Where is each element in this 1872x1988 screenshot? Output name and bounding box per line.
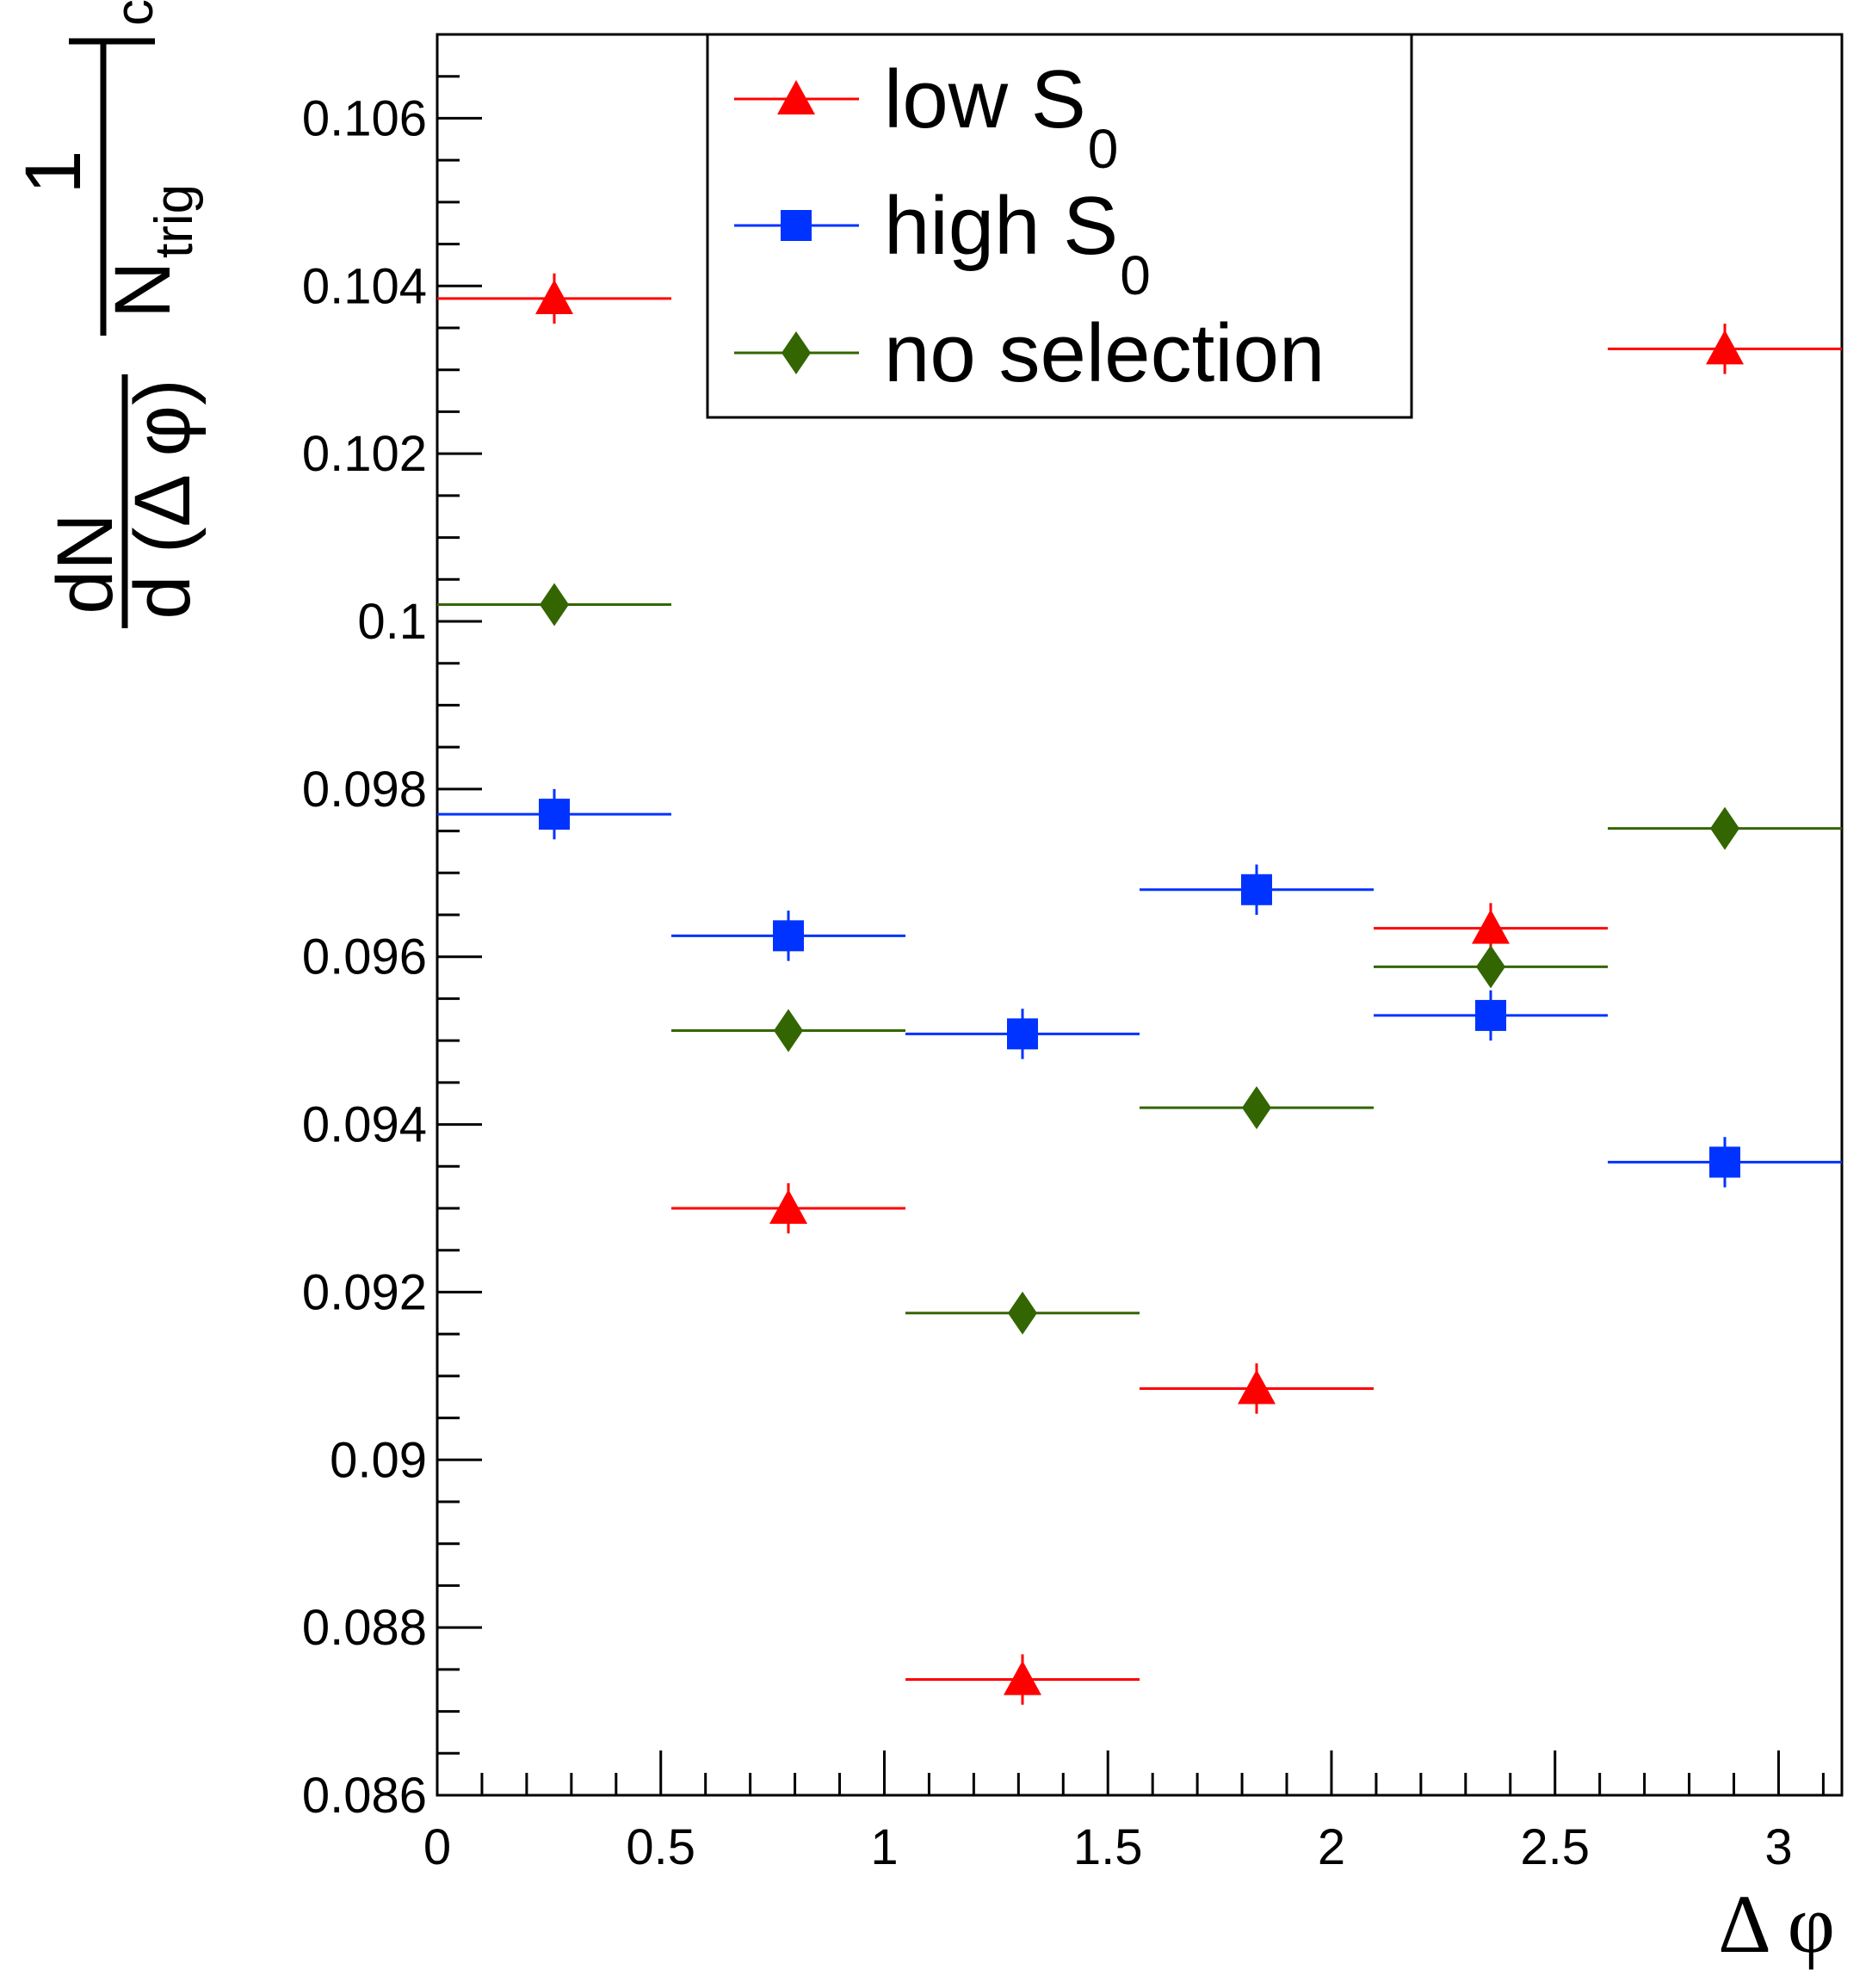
y-tick-label: 0.1 — [357, 594, 427, 650]
data-point — [1238, 1369, 1276, 1405]
data-point — [774, 1009, 804, 1053]
data-point — [1472, 909, 1511, 944]
data-point — [1475, 999, 1507, 1031]
series-diamond — [437, 583, 1842, 1335]
legend-marker — [781, 210, 812, 241]
x-tick-label: 0 — [423, 1819, 451, 1875]
data-point — [1004, 1660, 1042, 1695]
x-tick-label: 1.5 — [1073, 1819, 1143, 1875]
legend-marker — [782, 331, 811, 374]
x-tick-label: 0.5 — [626, 1819, 695, 1875]
legend-entry: low S0 — [734, 53, 1118, 180]
x-axis-title: Δ φ — [1718, 1878, 1835, 1970]
y-tick-labels: 0.086 0.088 0.09 0.092 0.094 0.096 0.098 0.1 0.1… — [302, 90, 427, 1824]
y-tick-label: 0.102 — [302, 426, 427, 482]
data-point — [1706, 330, 1745, 365]
legend-entry: no selection — [734, 307, 1325, 399]
x-tick-label: 2.5 — [1520, 1819, 1590, 1875]
data-point — [1242, 1086, 1272, 1130]
y-title-class-sub: class — [105, 0, 164, 26]
data-point — [1241, 874, 1273, 905]
y-tick-label: 0.094 — [302, 1097, 427, 1153]
legend-label: low S — [884, 53, 1086, 145]
x-tick-labels: 0 0.5 1 1.5 2 2.5 3 — [423, 1819, 1793, 1875]
y-tick-label: 0.104 — [302, 258, 427, 314]
data-point — [1710, 806, 1740, 850]
legend-marker — [777, 80, 815, 115]
legend-entry: high S0 — [734, 180, 1151, 306]
y-tick-label: 0.092 — [302, 1264, 427, 1320]
y-tick-label: 0.09 — [330, 1432, 427, 1488]
series-triangle — [437, 273, 1842, 1705]
axis-ticks — [436, 33, 1825, 1797]
x-tick-label: 1 — [870, 1819, 898, 1875]
y-title-numerator: dN — [41, 513, 129, 614]
data-point — [1008, 1291, 1038, 1335]
data-point — [769, 1189, 808, 1225]
data-point — [773, 920, 805, 952]
data-point — [539, 799, 571, 830]
legend-label: high S — [884, 180, 1118, 272]
data-point — [1709, 1146, 1741, 1178]
x-tick-label: 2 — [1318, 1819, 1345, 1875]
y-tick-label: 0.096 — [302, 929, 427, 985]
series-layer — [437, 273, 1842, 1705]
data-point — [540, 583, 570, 627]
legend-label: no selection — [884, 307, 1325, 399]
y-title-prefactor-den-sub: trig — [145, 184, 204, 258]
y-axis-title: dN d (Δ φ) 1 N trig class — [9, 0, 207, 628]
y-tick-label: 0.098 — [302, 762, 427, 818]
y-title-prefactor-den: N — [99, 262, 187, 318]
data-point — [1476, 945, 1506, 989]
y-tick-label: 0.106 — [302, 90, 427, 146]
x-tick-label: 3 — [1764, 1819, 1792, 1875]
y-tick-label: 0.086 — [302, 1768, 427, 1824]
data-point — [535, 279, 574, 314]
series-square — [437, 788, 1842, 1188]
y-title-prefactor-num: 1 — [9, 150, 97, 194]
legend-label-sub: 0 — [1088, 118, 1119, 180]
y-tick-label: 0.088 — [302, 1600, 427, 1656]
legend-label-sub: 0 — [1120, 244, 1151, 306]
y-title-denominator: d (Δ φ) — [119, 379, 207, 620]
data-point — [1007, 1018, 1039, 1050]
